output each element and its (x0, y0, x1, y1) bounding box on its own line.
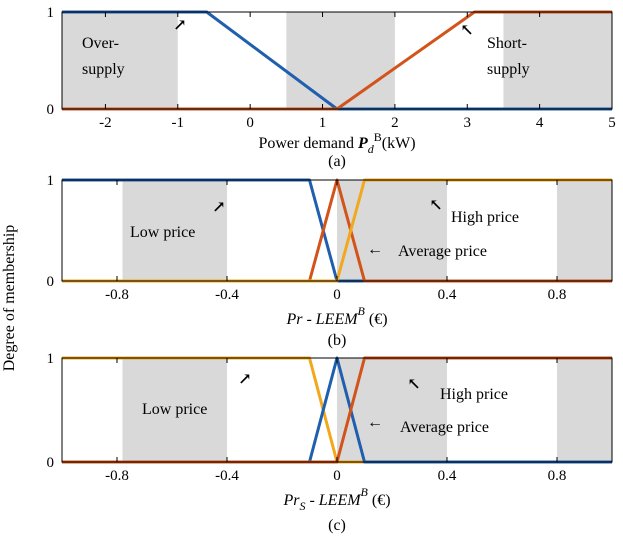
annotation-arrow-icon: ↗ (238, 371, 251, 388)
x-axis-label: Pr - LEEMB (€) (285, 304, 387, 328)
shaded-band (557, 358, 612, 462)
x-tick-label: -0.4 (215, 468, 239, 484)
x-tick-label: -1 (172, 115, 185, 131)
shaded-band (122, 358, 227, 462)
x-tick-label: -0.8 (105, 468, 129, 484)
x-tick-label: 5 (608, 115, 616, 131)
x-tick-label: 0.8 (548, 468, 567, 484)
y-tick-label: 0 (47, 274, 55, 290)
x-tick-label: 2 (391, 115, 399, 131)
panel-caption: (c) (328, 517, 346, 534)
y-tick-label: 1 (47, 351, 55, 367)
annotation-arrow-icon: ← (367, 414, 383, 431)
x-axis-label: PrS - LEEMB (€) (282, 485, 390, 513)
annotation-label: High price (440, 386, 508, 403)
annotation-label: Short- (487, 35, 527, 52)
annotation-label: Low price (130, 224, 195, 241)
shaded-band (503, 12, 612, 109)
annotation-arrow-icon: ↗ (173, 17, 186, 34)
annotation-label: Over- (82, 35, 119, 52)
annotation-label: Average price (400, 419, 489, 436)
x-tick-label: 0.4 (438, 468, 457, 484)
shaded-band (337, 358, 447, 462)
chart-panel-2: -0.8 -0.4 0 0.4 0.8 0 1 Pr - LEEMB (€) (b) Low pr… (47, 173, 613, 349)
chart-panel-3: -0.8 -0.4 0 0.4 0.8 0 1 PrS - LEEMB (€) (c) Low p… (47, 351, 613, 534)
y-tick-label: 1 (47, 5, 55, 21)
x-tick-label: 3 (464, 115, 472, 131)
x-tick-label: 0.4 (438, 287, 457, 303)
y-tick-label: 1 (47, 173, 55, 189)
x-tick-label: -0.4 (215, 287, 239, 303)
y-tick-label: 0 (47, 102, 55, 118)
y-axis-label: Degree of membership (1, 225, 18, 372)
panel-caption: (b) (328, 332, 347, 349)
annotation-arrow-icon: ← (367, 241, 383, 258)
x-tick-label: 1 (319, 115, 327, 131)
x-tick-label: -0.8 (105, 287, 129, 303)
x-tick-label: 0 (246, 115, 254, 131)
annotation-label: High price (451, 209, 519, 226)
shaded-band (557, 180, 612, 281)
annotation-arrow-icon: ↗ (212, 199, 225, 216)
shaded-band (122, 180, 227, 281)
axes-frame (61, 11, 613, 110)
shaded-band (62, 12, 178, 109)
x-tick-label: 4 (536, 115, 544, 131)
annotation-label: Low price (142, 401, 207, 418)
annotation-arrow-icon: ↖ (407, 376, 420, 393)
annotation-label: supply (82, 61, 125, 78)
x-tick-label: -2 (99, 115, 112, 131)
annotation-arrow-icon: ↖ (460, 22, 473, 39)
annotation-label: Average price (398, 243, 487, 260)
shaded-band (286, 12, 395, 109)
shaded-band (337, 180, 447, 281)
x-tick-label: 0 (333, 468, 341, 484)
panel-caption: (a) (328, 153, 346, 170)
y-tick-label: 0 (47, 455, 55, 471)
annotation-arrow-icon: ↖ (429, 197, 442, 214)
x-tick-label: 0.8 (548, 287, 567, 303)
annotation-label: supply (487, 61, 530, 78)
x-tick-label: 0 (333, 287, 341, 303)
x-axis-label: Power demand PdB(kW) (258, 130, 415, 156)
